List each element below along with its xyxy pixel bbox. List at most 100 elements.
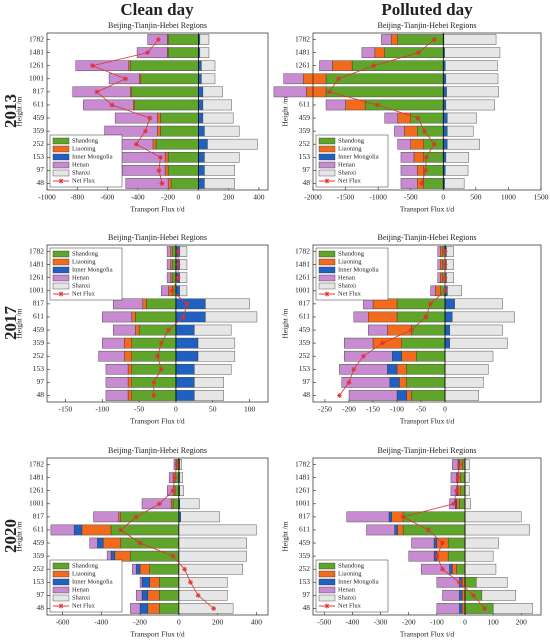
bar-segment [178,537,247,549]
bar-segment [198,125,205,137]
y-tick-label: 611 [299,525,310,534]
legend-swatch [318,562,336,570]
bar-segment [437,259,441,270]
bar-segment [464,498,471,510]
bar-segment [124,337,132,349]
bar-segment [205,298,250,310]
bar-segment [437,272,441,284]
row-title: 2020 [1,519,20,553]
bar-segment [460,472,466,483]
bar-segment [404,125,418,137]
bar-segment [443,125,448,137]
legend-swatch [318,578,336,586]
bar-segment [141,590,149,601]
bar-segment [194,390,224,401]
legend-label: Shanxi [338,282,356,289]
legend-label: Henan [72,161,90,168]
legend-label: Shandong [338,137,365,144]
bar-segment [159,576,180,588]
legend-swatch [52,570,70,578]
bar-segment [204,125,240,137]
y-tick-label: 359 [33,338,45,347]
bar-segment [416,350,446,362]
bar-segment [130,60,199,72]
legend-swatch [318,145,336,153]
bar-segment [197,337,236,349]
bar-segment [166,259,171,270]
axes-frame [46,244,269,403]
bar-segment [445,151,469,163]
legend-swatch [318,161,336,169]
x-tick-label: -1000 [38,193,56,202]
y-tick-label: 1481 [29,47,44,56]
bar-segment [408,550,435,562]
bar-segment [135,324,140,336]
y-tick-label: 1481 [295,472,310,481]
x-tick-label: -100 [390,405,404,414]
x-tick-label: 0 [441,193,445,202]
bar-segment [157,125,161,137]
bar-segment [443,34,497,45]
legend-label: Liaoning [338,258,362,265]
y-axis-label: Height /m [15,308,24,338]
legend-swatch [318,570,336,578]
x-tick-label: -800 [70,193,84,202]
bar-segment [464,550,494,562]
bar-segment [170,259,173,270]
bar-segment [198,99,204,111]
x-tick-label: -1500 [337,193,355,202]
bar-segment [108,73,140,85]
bar-segment [464,459,470,470]
bar-segment [464,537,499,549]
y-tick-label: 459 [299,113,311,122]
bar-segment [443,86,447,98]
legend-swatch [318,266,336,274]
legend-label: Shandong [72,250,99,257]
bar-segment [437,246,441,257]
y-tick-label: 1001 [295,286,310,295]
bar-segment [147,590,160,601]
legend-label: Inner Mongolia [338,266,379,273]
bar-segment [149,563,180,575]
bar-segment [351,60,444,72]
bar-segment [394,524,398,536]
bar-segment [124,350,132,362]
bar-segment [166,485,174,497]
y-axis-label: Height /m [281,521,290,551]
bar-segment [446,272,454,284]
y-tick-label: 252 [33,564,45,573]
bar-segment [283,73,304,85]
bar-segment [440,246,443,257]
bar-segment [456,563,466,575]
bar-segment [363,298,374,310]
bar-segment [110,550,116,562]
bar-segment [440,272,443,284]
bar-segment [397,34,444,45]
bar-segment [443,138,448,150]
y-tick-label: 252 [33,139,45,148]
bar-segment [366,524,395,536]
bar-segment [114,112,158,124]
x-axis-label: Transport Flux t/d [130,630,185,639]
axes-frame [46,32,269,191]
bar-segment [89,537,98,549]
x-tick-label: -500 [404,193,418,202]
bar-segment [433,537,438,549]
y-axis-label: Height /m [281,96,290,126]
y-tick-label: 817 [33,87,45,96]
x-tick-label: 0 [177,618,181,627]
bar-segment [166,272,171,284]
x-tick-label: 500 [470,193,482,202]
net-flux-line [118,462,217,611]
y-tick-label: 97 [303,377,311,386]
net-flux-line [400,462,488,611]
x-tick-label: -400 [131,193,145,202]
x-tick-label: -600 [56,618,70,627]
bar-segment [179,272,188,284]
bar-segment [461,459,466,470]
bar-segment [172,498,180,510]
bar-segment [170,498,174,510]
legend-swatch [318,153,336,161]
x-tick-label: -200 [402,618,416,627]
